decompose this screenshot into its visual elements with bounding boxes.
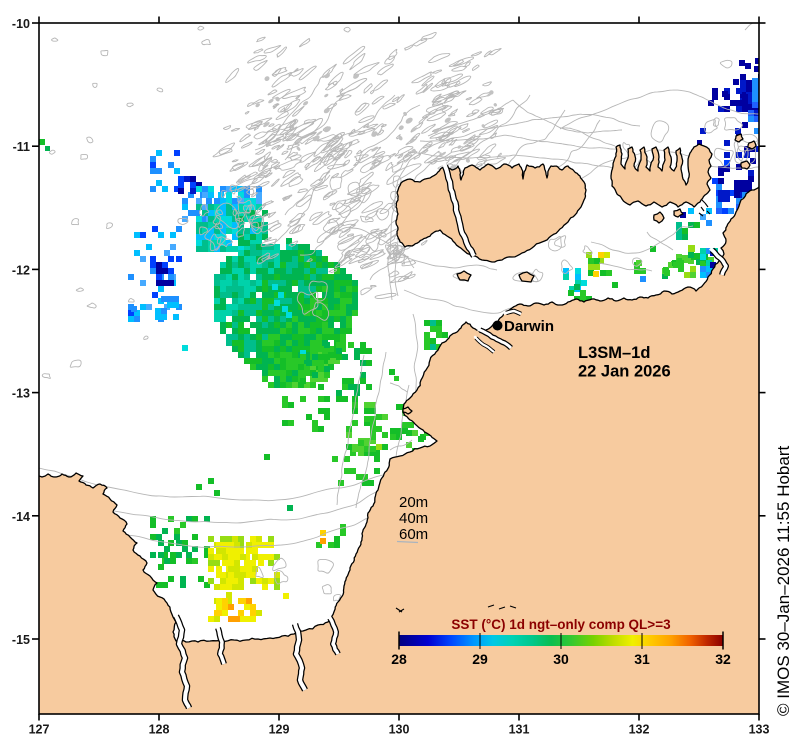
svg-text:-14: -14	[12, 510, 30, 524]
svg-text:132: 132	[629, 723, 650, 737]
svg-text:129: 129	[269, 723, 290, 737]
svg-text:131: 131	[509, 723, 530, 737]
svg-text:133: 133	[749, 723, 770, 737]
svg-text:31: 31	[634, 651, 650, 667]
svg-text:20m: 20m	[399, 494, 428, 511]
svg-text:L3SM–1d: L3SM–1d	[578, 344, 650, 362]
svg-text:128: 128	[149, 723, 170, 737]
svg-text:22 Jan 2026: 22 Jan 2026	[578, 363, 671, 381]
svg-text:127: 127	[29, 723, 50, 737]
svg-text:-13: -13	[12, 387, 30, 401]
svg-text:© IMOS 30–Jan–2026 11:55 Hobar: © IMOS 30–Jan–2026 11:55 Hobart	[774, 446, 793, 716]
svg-text:-10: -10	[12, 17, 30, 31]
svg-text:-12: -12	[12, 263, 30, 277]
svg-text:-11: -11	[13, 140, 30, 154]
svg-text:SST (°C) 1d ngt–only comp QL>=: SST (°C) 1d ngt–only comp QL>=3	[451, 617, 671, 632]
svg-text:-15: -15	[12, 633, 30, 647]
svg-text:130: 130	[389, 723, 410, 737]
svg-text:30: 30	[553, 651, 569, 667]
svg-text:40m: 40m	[399, 510, 428, 527]
svg-text:60m: 60m	[399, 526, 428, 543]
svg-text:28: 28	[391, 651, 407, 667]
svg-text:29: 29	[472, 651, 488, 667]
svg-text:Darwin: Darwin	[504, 318, 554, 335]
svg-text:32: 32	[715, 651, 731, 667]
